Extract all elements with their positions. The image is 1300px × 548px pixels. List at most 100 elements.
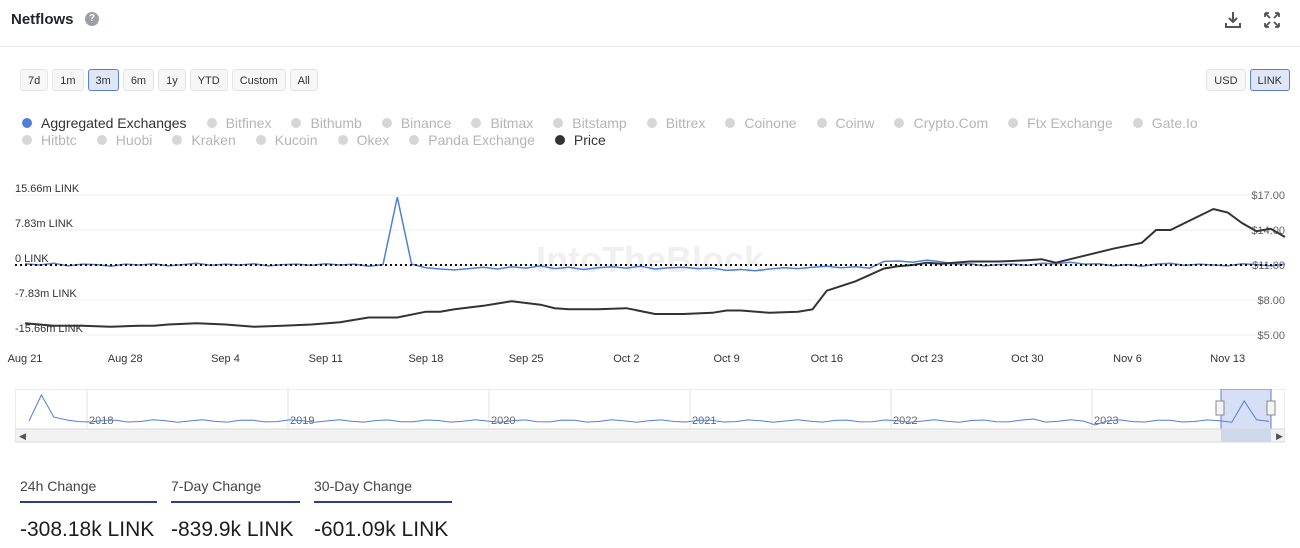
stat-value: -601.09k LINK — [314, 518, 449, 541]
legend-item[interactable]: Okex — [337, 131, 390, 148]
navigator-year-label: 2022 — [893, 415, 917, 427]
legend-marker-icon — [816, 117, 827, 128]
y-right-tick-label: $8.00 — [1257, 295, 1285, 307]
range-7d-button[interactable]: 7d — [20, 69, 49, 91]
legend-item[interactable]: Hitbtc — [22, 131, 77, 148]
legend-item[interactable]: Ftx Exchange — [1008, 114, 1113, 131]
legend-label: Aggregated Exchanges — [41, 114, 187, 131]
x-tick-label: Sep 25 — [509, 353, 544, 365]
y-left-tick-label: 7.83m LINK — [15, 218, 74, 230]
legend-label: Bitstamp — [572, 114, 627, 131]
legend-marker-icon — [96, 134, 107, 145]
legend-marker-icon — [22, 117, 32, 128]
range-ytd-button[interactable]: YTD — [189, 69, 228, 91]
range-all-button[interactable]: All — [289, 69, 318, 91]
legend-label: Coinone — [744, 114, 797, 131]
range-1y-button[interactable]: 1y — [158, 69, 186, 91]
legend-label: Ftx Exchange — [1027, 114, 1113, 131]
y-left-tick-label: 15.66m LINK — [15, 183, 80, 195]
stat-label: 24h Change — [20, 478, 157, 503]
range-1m-button[interactable]: 1m — [52, 69, 84, 91]
legend-marker-icon — [409, 134, 420, 145]
legend-item[interactable]: Panda Exchange — [409, 131, 535, 148]
legend-marker-icon — [172, 134, 183, 145]
x-tick-label: Oct 9 — [713, 353, 739, 365]
legend-label: Bittrex — [665, 114, 706, 131]
stat-card: 30-Day Change -601.09k LINK — [314, 478, 452, 542]
unit-usd-button[interactable]: USD — [1206, 69, 1246, 91]
legend-marker-icon — [554, 134, 565, 145]
legend-marker-icon — [381, 117, 392, 128]
x-tick-label: Oct 23 — [911, 353, 943, 365]
download-icon[interactable] — [1223, 10, 1243, 30]
x-tick-label: Sep 4 — [211, 353, 240, 365]
legend-item[interactable]: Bitstamp — [553, 114, 627, 131]
navigator-scroll-thumb — [1221, 429, 1271, 442]
x-tick-label: Oct 16 — [811, 353, 843, 365]
stats-panel: 24h Change -308.18k LINK 7-Day Change -839.… — [20, 478, 466, 542]
legend-marker-icon — [646, 117, 657, 128]
legend-label: Kraken — [191, 131, 236, 148]
legend-item[interactable]: Kraken — [172, 131, 236, 148]
navigator-year-label: 2020 — [491, 415, 515, 427]
legend-item[interactable]: Kucoin — [255, 131, 318, 148]
legend-label: Hitbtc — [41, 131, 77, 148]
legend-item[interactable]: Bitfinex — [206, 114, 271, 131]
legend-label: Coinw — [835, 114, 875, 131]
legend-label: Price — [573, 131, 606, 148]
navigator-series-line — [28, 393, 1270, 426]
stat-label: 30-Day Change — [314, 478, 452, 503]
legend-item[interactable]: Bittrex — [646, 114, 706, 131]
fullscreen-icon[interactable] — [1262, 10, 1282, 30]
legend-marker-icon — [291, 117, 302, 128]
legend-marker-icon — [22, 134, 32, 145]
chart-title: Netflows — [11, 11, 74, 28]
range-6m-button[interactable]: 6m — [122, 69, 155, 91]
help-icon[interactable]: ? — [85, 12, 99, 26]
legend-item[interactable]: Price — [554, 131, 606, 148]
stat-card: 7-Day Change -839.9k LINK — [171, 478, 300, 542]
legend-item[interactable]: Bitmax — [471, 114, 533, 131]
legend-label: Okex — [356, 131, 390, 148]
stat-card: 24h Change -308.18k LINK — [20, 478, 157, 542]
y-right-tick-label: $14.00 — [1251, 225, 1285, 237]
x-tick-label: Oct 30 — [1011, 353, 1043, 365]
legend-marker-icon — [725, 117, 736, 128]
legend-marker-icon — [255, 134, 266, 145]
legend-item[interactable]: Bithumb — [291, 114, 362, 131]
legend-item[interactable]: Binance — [381, 114, 451, 131]
legend-marker-icon — [553, 117, 564, 128]
range-custom-button[interactable]: Custom — [231, 69, 286, 91]
legend-item[interactable]: Coinone — [725, 114, 797, 131]
legend-marker-icon — [1008, 117, 1019, 128]
legend-item[interactable]: Huobi — [96, 131, 152, 148]
legend-marker-icon — [206, 117, 217, 128]
unit-link-button[interactable]: LINK — [1249, 69, 1290, 91]
legend-label: Bitmax — [490, 114, 534, 131]
range-selector: 7d 1m 3m 6m 1y YTD Custom All — [20, 69, 318, 91]
x-tick-label: Sep 11 — [309, 353, 343, 365]
legend-label: Gate.Io — [1151, 114, 1198, 131]
navigator-handle-left — [1215, 400, 1225, 416]
chart-header: Netflows ? — [0, 0, 1300, 47]
legend-item[interactable]: Crypto.Com — [894, 114, 988, 131]
legend-item[interactable]: Gate.Io — [1132, 114, 1198, 131]
y-left-tick-label: 0 LINK — [15, 253, 49, 265]
legend-item[interactable]: Coinw — [816, 114, 875, 131]
legend-item[interactable]: Aggregated Exchanges — [22, 114, 187, 131]
x-tick-label: Nov 13 — [1210, 353, 1245, 365]
price-line — [24, 207, 1286, 328]
x-tick-label: Nov 6 — [1113, 353, 1142, 365]
legend-marker-icon — [1132, 117, 1143, 128]
chart-navigator[interactable]: 2018 2019 2020 2021 2022 2023◀ ▶ — [15, 389, 1285, 443]
navigator-year-label: 2021 — [692, 415, 716, 427]
scroll-left-arrow-icon: ◀ — [19, 432, 26, 442]
range-3m-button[interactable]: 3m — [87, 69, 119, 91]
legend-marker-icon — [894, 117, 905, 128]
navigator-scrollbar — [15, 428, 1285, 443]
y-right-tick-label: $5.00 — [1257, 330, 1285, 342]
legend-marker-icon — [337, 134, 348, 145]
stat-value: -839.9k LINK — [171, 518, 294, 541]
legend-label: Bithumb — [310, 114, 362, 131]
